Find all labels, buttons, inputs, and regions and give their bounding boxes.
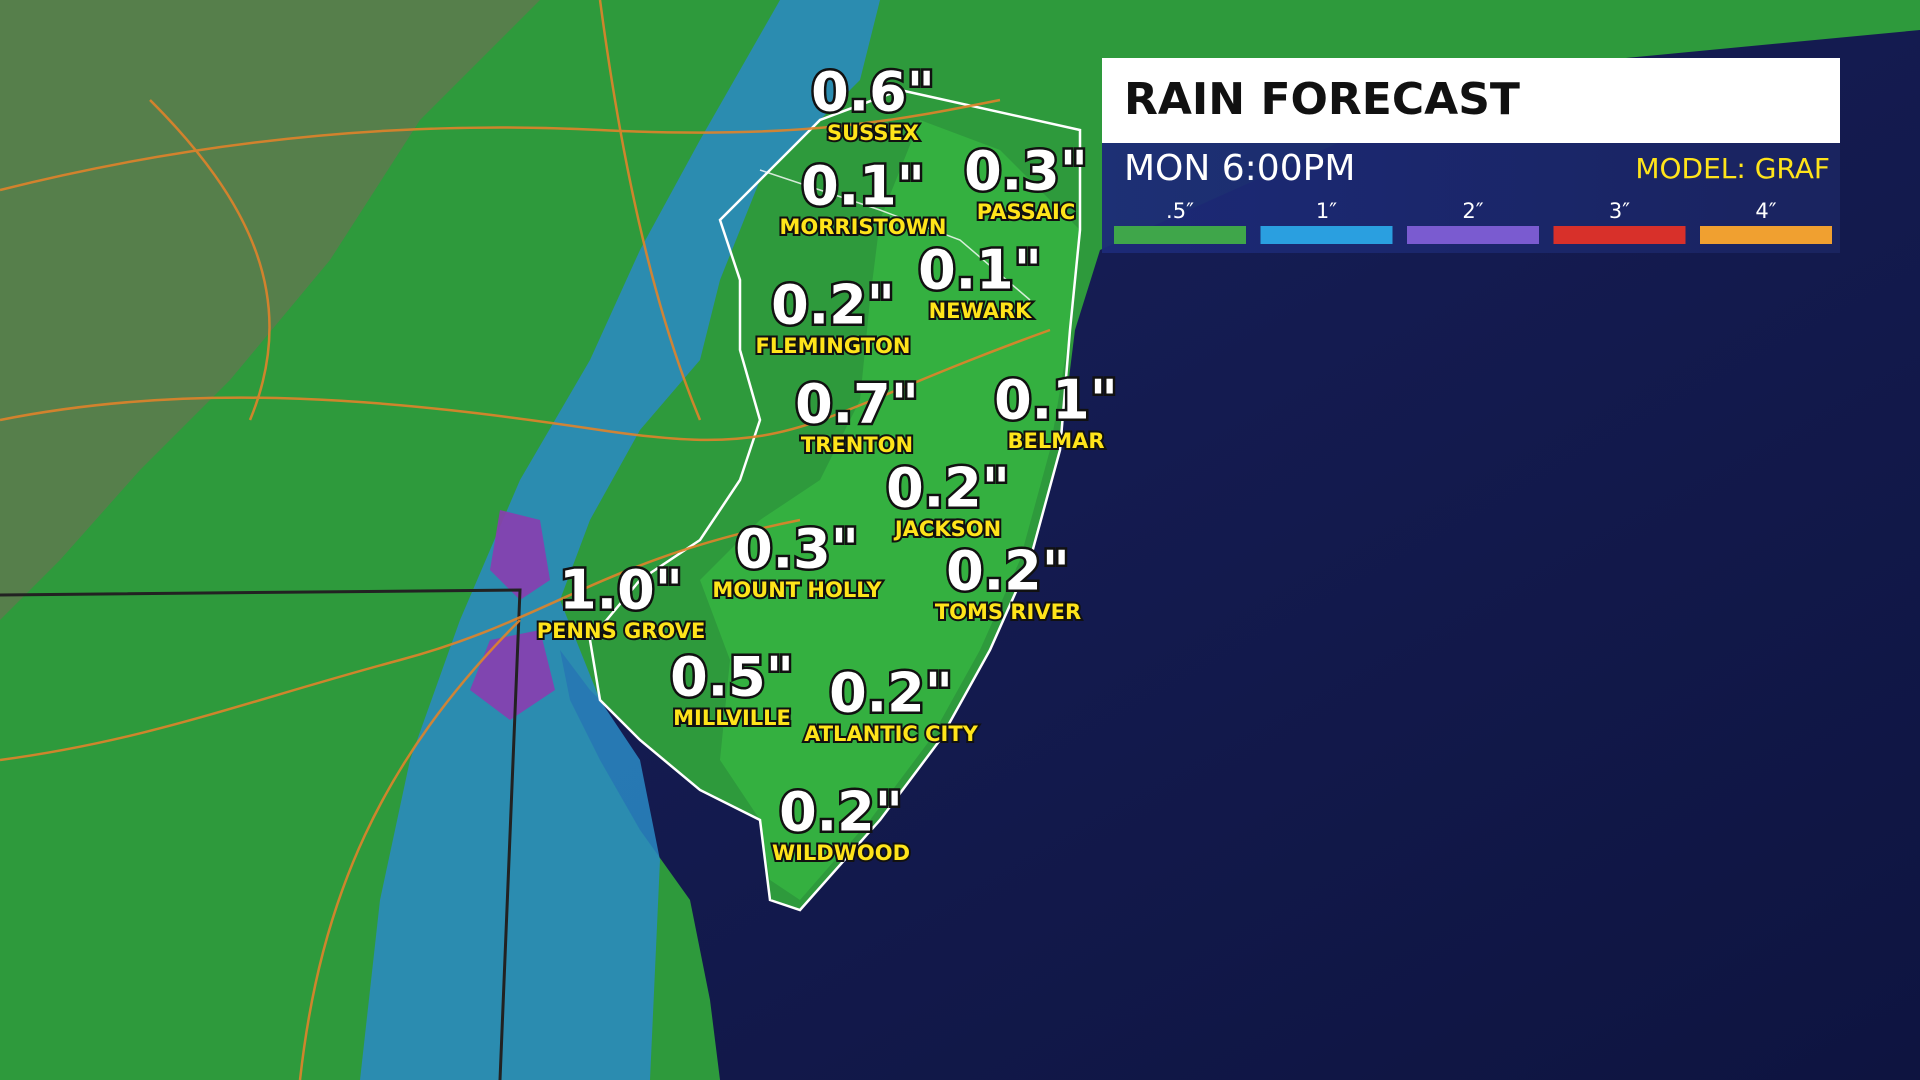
location-labels: 0.6"SUSSEX0.1"MORRISTOWN0.3"PASSAIC0.1"N… bbox=[535, 58, 1121, 867]
legend-swatch bbox=[1114, 226, 1246, 244]
rain-purple bbox=[470, 630, 555, 720]
legend-label: 4″ bbox=[1755, 199, 1776, 223]
county-line bbox=[759, 169, 1031, 301]
rain-amount: 0.5" bbox=[670, 646, 794, 709]
rain-amount: 0.7" bbox=[795, 373, 919, 436]
rain-amount: 0.1" bbox=[918, 239, 1042, 302]
location-name: PASSAIC bbox=[977, 200, 1076, 224]
state-border bbox=[588, 88, 1082, 912]
legend: .5″ 1″ 2″ 3″ 4″ bbox=[1114, 199, 1832, 244]
state-border bbox=[0, 588, 522, 1080]
rain-amount: 0.2" bbox=[779, 781, 903, 844]
location-name: BELMAR bbox=[1007, 429, 1104, 453]
location-name: SUSSEX bbox=[827, 121, 919, 145]
rain-amount: 0.1" bbox=[994, 369, 1118, 432]
location-name: MOUNT HOLLY bbox=[712, 578, 882, 602]
title-box bbox=[1102, 58, 1840, 143]
rain-amount: 0.1" bbox=[801, 155, 925, 218]
location-name: FLEMINGTON bbox=[756, 334, 911, 358]
rain-amount: 0.2" bbox=[886, 457, 1010, 520]
location-name: ATLANTIC CITY bbox=[804, 722, 979, 746]
legend-label: .5″ bbox=[1166, 199, 1194, 223]
rain-amount: 1.0" bbox=[559, 559, 683, 622]
rain-amount: 0.3" bbox=[964, 140, 1088, 203]
legend-swatch bbox=[1700, 226, 1832, 244]
road bbox=[0, 0, 1051, 1080]
location-name: JACKSON bbox=[893, 517, 1001, 541]
location-name: MILLVILLE bbox=[673, 706, 791, 730]
location-name: PENNS GROVE bbox=[537, 619, 706, 643]
location-name: TRENTON bbox=[801, 433, 913, 457]
legend-swatch bbox=[1260, 226, 1393, 244]
legend-swatch bbox=[1407, 226, 1539, 244]
rain-amount: 0.2" bbox=[946, 540, 1070, 603]
legend-label: 3″ bbox=[1609, 199, 1630, 223]
legend-swatch bbox=[1553, 226, 1686, 244]
forecast-time: MON 6:00PM bbox=[1124, 148, 1355, 189]
rain-green-nj bbox=[700, 120, 1080, 900]
location-name: WILDWOOD bbox=[772, 841, 910, 865]
legend-label: 2″ bbox=[1462, 199, 1483, 223]
title: RAIN FORECAST bbox=[1124, 74, 1520, 125]
rain-amount: 0.6" bbox=[811, 61, 935, 124]
rain-blue bbox=[360, 0, 880, 1080]
model-label: MODEL: GRAF bbox=[1635, 152, 1830, 185]
location-name: TOMS RIVER bbox=[935, 600, 1081, 624]
location-name: NEWARK bbox=[929, 299, 1033, 323]
location-name: MORRISTOWN bbox=[780, 215, 947, 239]
rain-amount: 0.2" bbox=[771, 274, 895, 337]
legend-label: 1″ bbox=[1316, 199, 1337, 223]
rain-amount: 0.2" bbox=[829, 662, 953, 725]
rain-purple bbox=[490, 510, 550, 600]
rain-amount: 0.3" bbox=[735, 518, 859, 581]
